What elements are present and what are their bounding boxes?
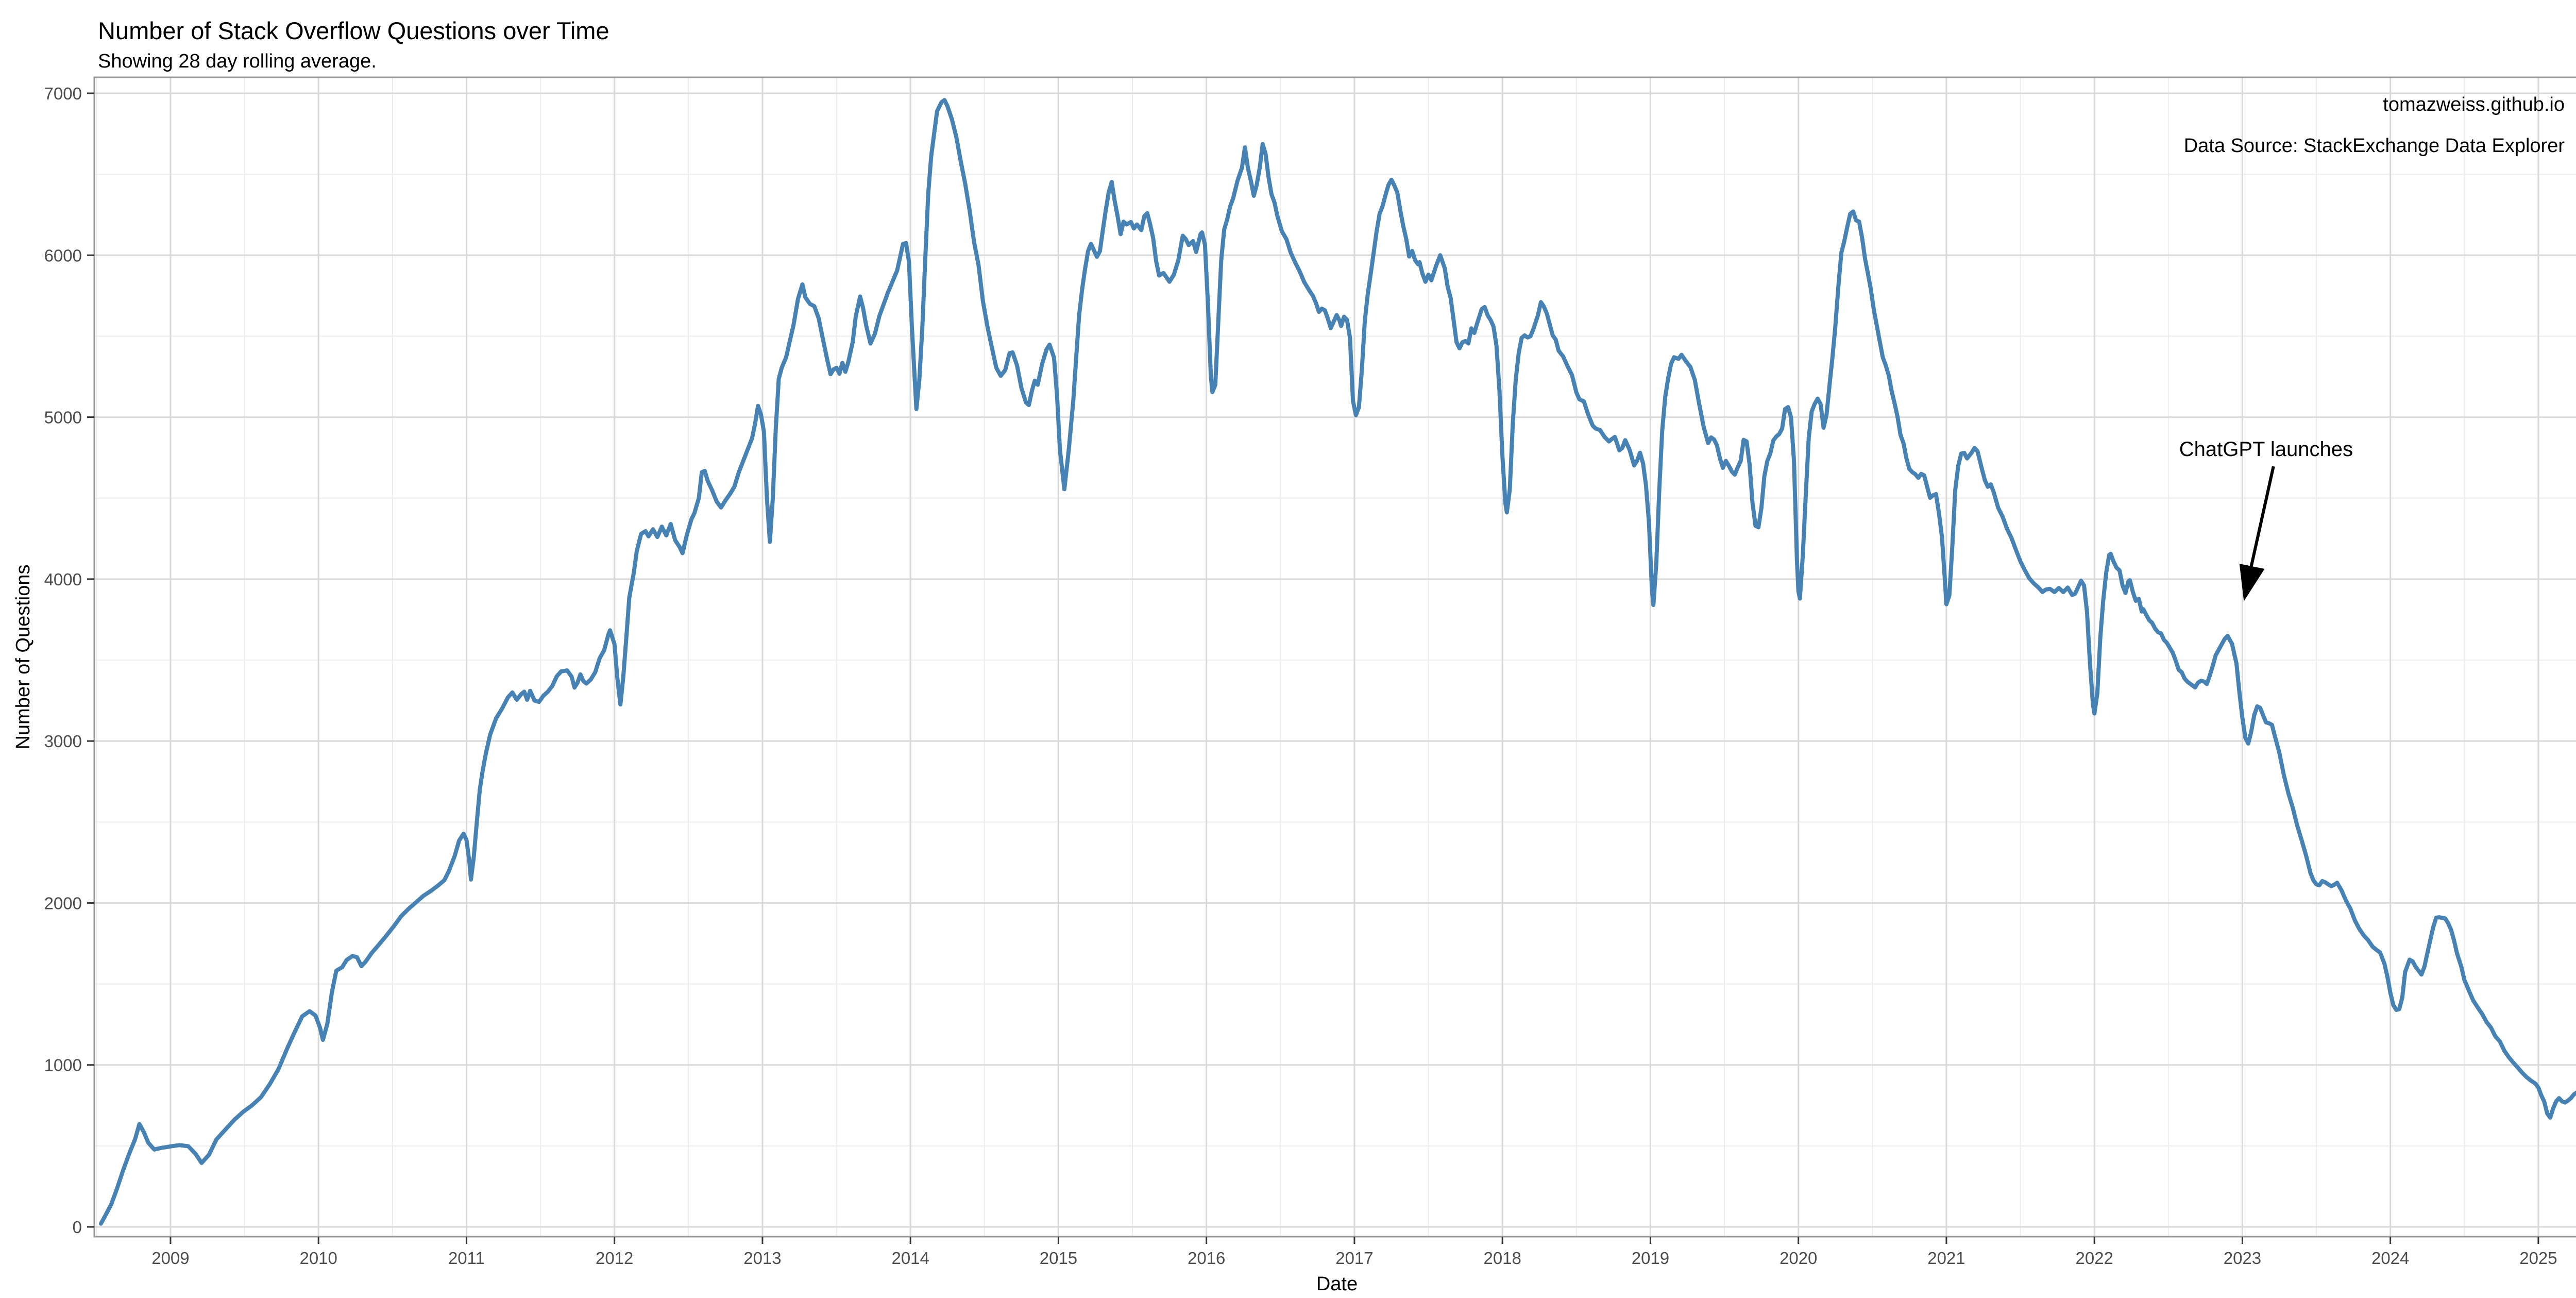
x-tick-label: 2024 <box>2371 1249 2409 1268</box>
x-tick-label: 2025 <box>2519 1249 2557 1268</box>
annotation-arrow <box>2249 466 2275 567</box>
data-source-text: Data Source: StackExchange Data Explorer <box>2184 135 2565 157</box>
axis-tick-marks <box>87 92 2539 1244</box>
x-tick-label: 2018 <box>1483 1249 1521 1268</box>
y-tick-label: 7000 <box>44 84 82 103</box>
y-tick-label: 5000 <box>44 408 82 427</box>
y-tick-label: 3000 <box>44 732 82 751</box>
watermark-text: tomazweiss.github.io <box>2383 94 2565 115</box>
axis-tick-labels: 2009 2010 2011 2012 2013 2014 2015 2016 2017 2018… <box>44 84 2557 1268</box>
y-tick-label: 2000 <box>44 894 82 913</box>
x-tick-label: 2020 <box>1780 1249 1817 1268</box>
x-tick-label: 2009 <box>151 1249 189 1268</box>
x-tick-label: 2016 <box>1188 1249 1225 1268</box>
x-tick-label: 2010 <box>299 1249 337 1268</box>
y-tick-label: 4000 <box>44 570 82 589</box>
annotation-arrowhead-icon <box>2239 564 2265 601</box>
x-axis-title: Date <box>1316 1273 1358 1295</box>
chart-subtitle: Showing 28 day rolling average. <box>98 50 377 72</box>
x-tick-label: 2011 <box>448 1249 485 1268</box>
series-line-questions <box>98 98 2576 1226</box>
x-tick-label: 2017 <box>1335 1249 1373 1268</box>
major-gridlines <box>94 77 2576 1237</box>
plot-panel-border <box>93 76 2576 1238</box>
annotation-chatgpt-label: ChatGPT launches <box>2179 438 2353 461</box>
chart-title: Number of Stack Overflow Questions over … <box>98 17 609 44</box>
y-tick-label: 0 <box>73 1218 82 1237</box>
y-axis-title: Number of Questions <box>12 564 34 749</box>
x-tick-label: 2023 <box>2224 1249 2261 1268</box>
x-tick-label: 2021 <box>1927 1249 1965 1268</box>
x-tick-label: 2019 <box>1632 1249 1669 1268</box>
x-tick-label: 2013 <box>743 1249 781 1268</box>
x-tick-label: 2015 <box>1040 1249 1077 1268</box>
y-tick-label: 6000 <box>44 246 82 265</box>
x-tick-label: 2014 <box>891 1249 929 1268</box>
minor-gridlines <box>94 77 2576 1237</box>
x-tick-label: 2012 <box>596 1249 633 1268</box>
x-tick-label: 2022 <box>2075 1249 2113 1268</box>
y-tick-label: 1000 <box>44 1056 82 1075</box>
